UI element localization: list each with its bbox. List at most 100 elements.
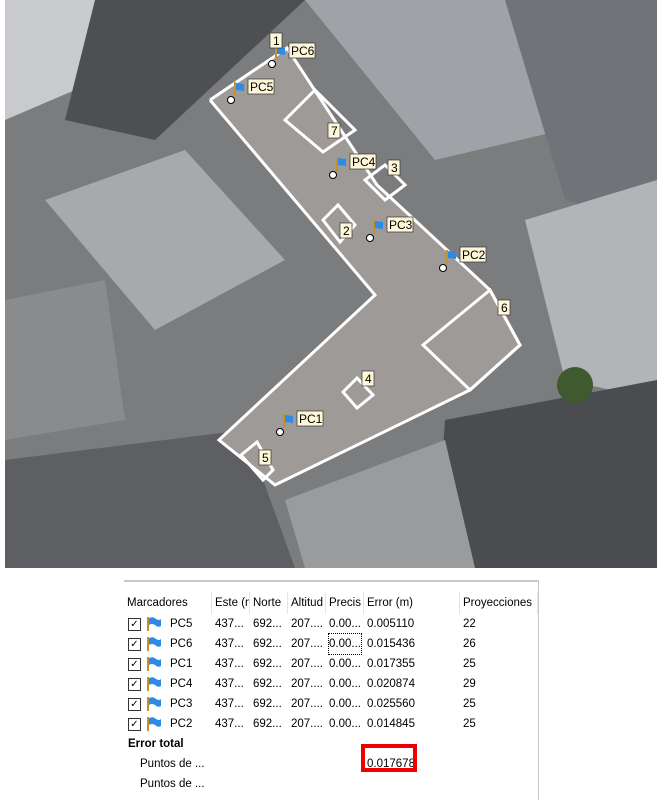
cell-name: PC4 [170,678,193,690]
flag-icon [275,46,285,60]
cell-proy: 25 [463,658,476,670]
cell-alt: 207.... [291,638,323,650]
cell-alt: 207.... [291,678,323,690]
marker-pc1[interactable]: PC1 [276,410,324,436]
survey-area [210,48,520,485]
marker-label: PC4 [352,155,376,169]
checkbox[interactable]: ✓ [128,678,141,691]
region-number: 7 [331,124,338,138]
table-row[interactable]: ✓ PC6 437... 692... 207.... 0.00... 0.015436 2… [124,633,538,655]
building-roof [285,440,475,568]
table-row[interactable]: ✓ PC2 437... 692... 207.... 0.00... 0.014845 2… [124,714,538,734]
table-row[interactable]: ✓ PC5 437... 692... 207.... 0.00... 0.005110 2… [124,614,538,634]
cell-alt: 207.... [291,718,323,730]
region-number: 3 [391,161,398,175]
cell-norte: 692... [253,618,282,630]
marker-pc2[interactable]: PC2 [439,246,487,272]
checkbox[interactable]: ✓ [128,618,141,631]
checkbox[interactable]: ✓ [128,638,141,651]
cell-error: 0.025560 [367,698,415,710]
street [435,380,657,568]
cell-error: 0.005110 [367,618,415,630]
cell-name: PC6 [170,638,193,650]
region-number: 4 [365,372,372,386]
flag-icon [446,250,456,264]
column-header[interactable]: Marcadores [124,592,212,614]
cell-error: 0.017355 [367,658,415,670]
cell-este: 437... [215,618,244,630]
marker-pc4[interactable]: PC4 [329,153,377,179]
cell-error: 0.020874 [367,678,415,690]
checkbox[interactable]: ✓ [128,658,141,671]
marker-pc5[interactable]: PC5 [227,78,275,104]
column-header[interactable]: Altitud [288,592,326,614]
region-label: 3 [387,159,401,176]
table-row[interactable]: ✓ PC3 437... 692... 207.... 0.00... 0.025560 2… [124,694,538,714]
marker-pc6[interactable]: PC6 [268,42,316,68]
region-label: 4 [361,370,375,387]
flag-icon [336,157,346,171]
cell-norte: 692... [253,638,282,650]
marker-label: PC3 [389,218,413,232]
marker-layer: PC1 PC2 PC3 PC4 PC5 PC6 1 2 3 4 5 6 7 [227,32,511,466]
marker-point [439,264,447,272]
column-header[interactable]: Error (m) [364,592,460,614]
flag-icon [146,617,162,638]
flag-icon [146,637,162,658]
cell-prec: 0.00... [329,618,361,630]
building-roof [45,150,285,330]
cell-norte: 692... [253,678,282,690]
building-roof [525,180,657,400]
total-error-value: 0.017678 [367,758,415,770]
total-label: Puntos de ... [140,758,205,770]
cell-name: PC1 [170,658,193,670]
cell-proy: 25 [463,698,476,710]
cell-norte: 692... [253,698,282,710]
flag-icon [146,677,162,698]
highlight-box [361,744,417,772]
cell-prec: 0.00... [329,718,361,730]
region-label: 7 [327,122,341,139]
checkbox[interactable]: ✓ [128,698,141,711]
region-number: 1 [273,34,280,48]
marker-point [329,171,337,179]
aerial-orthophoto[interactable]: PC1 PC2 PC3 PC4 PC5 PC6 1 2 3 4 5 6 7 [5,0,657,568]
column-header[interactable]: Norte [250,592,288,614]
region-label: 6 [497,299,511,316]
region-number: 6 [501,301,508,315]
region-number: 5 [262,451,269,465]
table-row[interactable]: ✓ PC1 437... 692... 207.... 0.00... 0.017355 2… [124,654,538,674]
building-roof [5,280,125,440]
column-header[interactable]: Proyecciones [460,592,538,614]
cell-este: 437... [215,658,244,670]
building-roof [5,430,295,568]
cell-error: 0.014845 [367,718,415,730]
column-header[interactable]: Precis [326,592,364,614]
cell-error: 0.015436 [367,638,415,650]
tree [557,367,593,403]
cell-prec: 0.00... [328,633,362,655]
cell-prec: 0.00... [329,678,361,690]
region-label: 5 [258,449,272,466]
cell-norte: 692... [253,658,282,670]
flag-icon [234,82,244,96]
flag-icon [146,657,162,678]
cell-proy: 29 [463,678,476,690]
cell-este: 437... [215,698,244,710]
checkbox[interactable]: ✓ [128,718,141,731]
region-label: 2 [339,222,353,239]
cell-proy: 22 [463,618,476,630]
marker-point [276,428,284,436]
cell-name: PC5 [170,618,193,630]
cell-prec: 0.00... [329,658,361,670]
region-label: 1 [269,32,283,49]
flag-icon [146,697,162,718]
marker-label: PC5 [250,80,274,94]
cell-proy: 25 [463,718,476,730]
table-row[interactable]: ✓ PC4 437... 692... 207.... 0.00... 0.020874 2… [124,674,538,694]
marker-pc3[interactable]: PC3 [366,216,414,242]
column-header[interactable]: Este (m) [212,592,250,614]
building-roof [505,0,657,230]
marker-label: PC6 [291,44,315,58]
